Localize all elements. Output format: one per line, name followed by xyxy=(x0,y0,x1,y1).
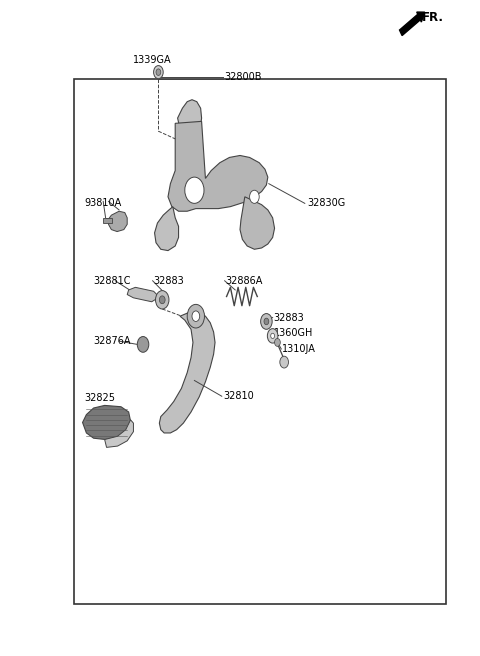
FancyArrow shape xyxy=(399,12,425,35)
Polygon shape xyxy=(108,211,127,232)
Circle shape xyxy=(271,333,275,338)
Circle shape xyxy=(261,314,272,329)
Circle shape xyxy=(185,177,204,203)
Circle shape xyxy=(159,296,165,304)
Circle shape xyxy=(137,337,149,352)
Text: 93810A: 93810A xyxy=(84,198,121,209)
Text: 32883: 32883 xyxy=(274,312,304,323)
Text: 1339GA: 1339GA xyxy=(133,55,172,66)
Polygon shape xyxy=(105,420,133,447)
Text: 32830G: 32830G xyxy=(307,198,346,209)
Text: 32881C: 32881C xyxy=(94,276,131,286)
Text: 32886A: 32886A xyxy=(226,276,263,286)
Text: 32825: 32825 xyxy=(84,393,115,403)
Text: 32810: 32810 xyxy=(223,391,254,401)
Text: 32800B: 32800B xyxy=(225,72,262,82)
Text: 32883: 32883 xyxy=(154,276,184,286)
Circle shape xyxy=(280,356,288,368)
Circle shape xyxy=(156,291,169,309)
Circle shape xyxy=(187,304,204,328)
Text: 1310JA: 1310JA xyxy=(282,344,316,354)
Polygon shape xyxy=(240,197,275,249)
Circle shape xyxy=(154,66,163,79)
Polygon shape xyxy=(127,287,157,302)
Circle shape xyxy=(264,318,269,325)
Polygon shape xyxy=(83,405,131,440)
Polygon shape xyxy=(155,207,179,251)
Text: FR.: FR. xyxy=(421,11,444,24)
Circle shape xyxy=(250,190,259,203)
Circle shape xyxy=(267,329,278,343)
Text: 1360GH: 1360GH xyxy=(274,327,313,338)
Circle shape xyxy=(275,338,280,346)
Bar xyxy=(74,79,446,604)
Circle shape xyxy=(156,69,161,75)
Polygon shape xyxy=(178,100,202,133)
Bar xyxy=(103,218,112,223)
Text: 32876A: 32876A xyxy=(94,336,131,346)
Circle shape xyxy=(192,311,200,321)
Polygon shape xyxy=(159,311,215,433)
Polygon shape xyxy=(168,121,268,211)
